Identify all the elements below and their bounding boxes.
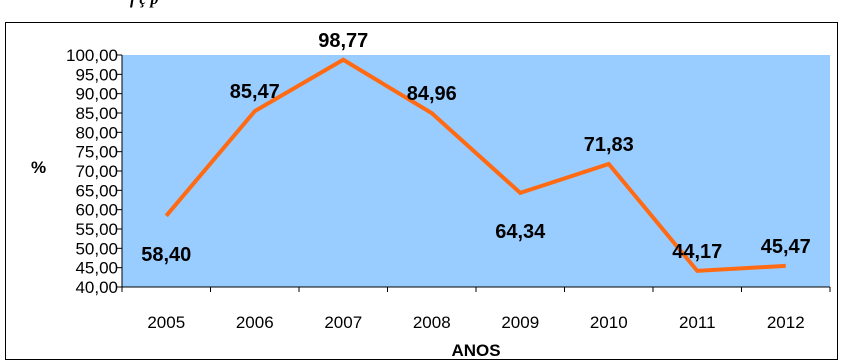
- y-tick-label: 100,00: [66, 46, 118, 65]
- data-label: 44,17: [672, 241, 722, 263]
- y-axis-title: %: [31, 158, 46, 177]
- data-label: 84,96: [407, 83, 457, 105]
- x-tick-label: 2010: [590, 313, 628, 332]
- y-tick-label: 50,00: [75, 239, 118, 258]
- y-tick-label: 90,00: [75, 85, 118, 104]
- x-tick-label: 2009: [501, 313, 539, 332]
- y-tick-label: 95,00: [75, 65, 118, 84]
- data-label: 58,40: [141, 244, 191, 266]
- data-label: 64,34: [495, 221, 546, 243]
- data-label: 71,83: [584, 134, 634, 156]
- x-axis: 2005 2006 2007 2008 2009 2010 2011 2012: [121, 286, 831, 332]
- x-tick-label: 2006: [236, 313, 274, 332]
- y-tick-label: 40,00: [75, 278, 118, 297]
- x-tick-label: 2005: [147, 313, 185, 332]
- plot-area: [122, 55, 830, 287]
- y-tick-label: 70,00: [75, 162, 118, 181]
- data-label: 98,77: [318, 30, 368, 52]
- x-tick-label: 2008: [413, 313, 451, 332]
- y-tick-label: 55,00: [75, 220, 118, 239]
- x-tick-label: 2007: [324, 313, 362, 332]
- chart-caption: f ç p: [0, 0, 843, 9]
- y-tick-label: 85,00: [75, 104, 118, 123]
- y-tick-label: 65,00: [75, 181, 118, 200]
- y-axis: 40,0045,0050,0055,0060,0065,0070,0075,00…: [66, 46, 123, 297]
- x-tick-label: 2011: [679, 313, 716, 332]
- series-line: [164, 57, 786, 273]
- y-tick-label: 75,00: [75, 143, 118, 162]
- data-label: 45,47: [761, 236, 811, 258]
- data-label: 85,47: [230, 81, 280, 103]
- y-tick-label: 60,00: [75, 201, 118, 220]
- chart-frame: [5, 22, 838, 360]
- x-axis-title: ANOS: [451, 341, 500, 360]
- y-tick-label: 45,00: [75, 259, 118, 278]
- data-labels: 58,40 85,47 98,77 84,96 64,34 71,83 44,17 45,47: [141, 30, 811, 266]
- y-tick-label: 80,00: [75, 123, 118, 142]
- x-tick-label: 2012: [767, 313, 805, 332]
